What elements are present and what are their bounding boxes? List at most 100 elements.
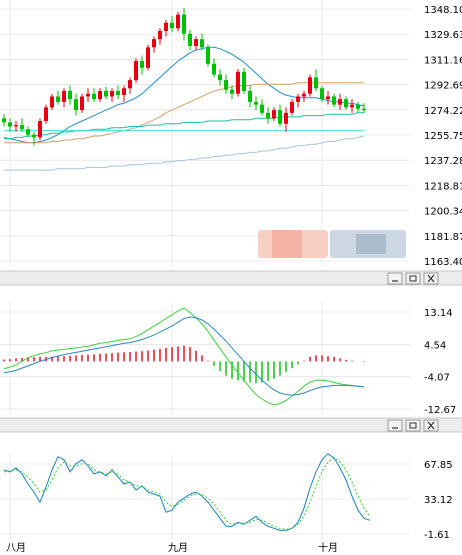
candlestick — [170, 15, 174, 33]
candlestick — [86, 88, 90, 102]
macd-dea-line — [3, 316, 365, 396]
panel-separator-stoch — [0, 417, 462, 433]
candlestick — [62, 88, 66, 108]
price-tick-label: 1311.16 — [424, 55, 462, 66]
candlestick — [176, 11, 180, 31]
maximize-button[interactable] — [405, 272, 421, 285]
ma-slow-line — [4, 112, 364, 140]
close-button[interactable] — [423, 272, 439, 285]
candlestick — [308, 74, 312, 97]
candlestick — [14, 121, 18, 132]
ma-mid-line — [4, 82, 364, 144]
maximize-button[interactable] — [405, 419, 421, 432]
price-tick-label: 1181.87 — [424, 232, 462, 243]
candlestick — [164, 20, 168, 37]
price-tick-label: 1255.75 — [424, 131, 462, 142]
candlestick — [200, 33, 204, 51]
candlestick — [212, 58, 216, 78]
candlestick — [242, 67, 246, 94]
candlestick — [332, 93, 336, 108]
candlestick — [110, 88, 114, 102]
minimize-button[interactable] — [387, 272, 403, 285]
panel-separator-macd — [0, 270, 462, 286]
candlestick — [146, 44, 150, 71]
candlestick — [50, 93, 54, 111]
stochastic-d-line — [3, 457, 371, 530]
stochastic-y-axis: 67.85 33.12 -1.61 — [424, 460, 453, 541]
candlestick — [92, 88, 96, 102]
price-tick-label: 1218.81 — [424, 181, 462, 192]
ma-long-line — [4, 135, 365, 171]
candlestick — [116, 85, 120, 100]
candlestick — [338, 93, 342, 111]
price-tick-label: 1329.63 — [424, 30, 462, 41]
stochastic-panel: 67.85 33.12 -1.61 — [0, 453, 453, 541]
candlestick — [20, 118, 24, 132]
candlestick — [2, 114, 6, 127]
candlestick — [362, 103, 366, 113]
date-tick-label: 八月 — [6, 542, 26, 554]
candlestick — [38, 118, 42, 141]
candlestick — [56, 90, 60, 105]
candlestick — [296, 93, 300, 108]
candlestick — [344, 96, 348, 111]
candlestick — [356, 101, 360, 113]
candlestick — [236, 69, 240, 97]
macd-y-axis: 13.14 4.54 -4.07 -12.67 — [424, 308, 456, 416]
macd-histogram — [3, 345, 365, 384]
price-panel: 1348.10 1329.63 1311.16 1292.69 1274.22 1255.… — [0, 0, 462, 540]
stochastic-tick-label: 67.85 — [424, 460, 453, 471]
candlestick — [188, 29, 192, 51]
macd-dif-line — [3, 307, 365, 406]
candlestick — [68, 85, 72, 105]
macd-tick-label: 4.54 — [424, 340, 446, 351]
candlestick — [278, 104, 282, 127]
candlestick — [134, 58, 138, 83]
date-tick-label: 九月 — [168, 542, 188, 554]
price-tick-label: 1292.69 — [424, 81, 462, 92]
macd-tick-label: -4.07 — [424, 373, 450, 384]
candlestick — [302, 90, 306, 102]
candlestick — [104, 86, 108, 100]
candlestick — [8, 118, 12, 132]
price-tick-label: 1237.28 — [424, 156, 462, 167]
candlestick — [290, 99, 294, 116]
price-tick-label: 1274.22 — [424, 106, 462, 117]
stochastic-lines — [3, 453, 371, 531]
candlestick — [254, 96, 258, 111]
macd-tick-label: -12.67 — [424, 405, 456, 416]
candlestick — [218, 69, 222, 86]
candlestick — [32, 131, 36, 146]
candlestick — [128, 77, 132, 94]
candlestick — [320, 85, 324, 102]
candlestick — [314, 69, 318, 91]
price-tick-label: 1163.40 — [424, 257, 462, 268]
blurred-watermark — [258, 230, 406, 258]
candlestick — [326, 90, 330, 105]
candlestick — [122, 85, 126, 102]
close-button[interactable] — [423, 419, 439, 432]
moving-average-lines — [3, 46, 365, 171]
candlestick — [260, 99, 264, 116]
candlestick — [224, 74, 228, 94]
candlestick — [284, 107, 288, 132]
candlestick — [26, 126, 30, 138]
stochastic-tick-label: 33.12 — [424, 495, 453, 506]
macd-tick-label: 13.14 — [424, 308, 453, 319]
candlestick — [350, 99, 354, 113]
candlestick — [194, 36, 198, 51]
price-grid — [0, 0, 410, 540]
macd-lines — [3, 307, 365, 406]
minimize-button[interactable] — [387, 419, 403, 432]
candlestick — [158, 28, 162, 45]
stochastic-k-line — [3, 453, 371, 531]
stochastic-tick-label: -1.61 — [424, 530, 450, 541]
candlestick — [272, 107, 276, 122]
price-y-axis: 1348.10 1329.63 1311.16 1292.69 1274.22 1255.… — [424, 5, 462, 268]
macd-grid — [0, 311, 410, 410]
date-tick-label: 十月 — [318, 541, 338, 554]
candlestick — [230, 85, 234, 100]
price-tick-label: 1200.34 — [424, 207, 462, 218]
candlesticks — [2, 7, 366, 146]
